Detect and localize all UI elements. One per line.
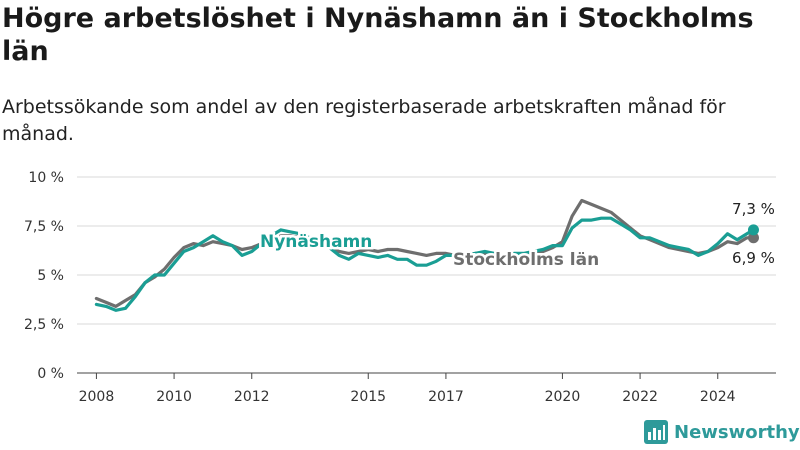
- line-chart: 0 % 2,5 % 5 % 7,5 % 10 % 2008 2010 2012 2015 2017…: [24, 170, 776, 405]
- y-tick-label-2: 5 %: [37, 268, 64, 284]
- x-tick-label-4: 2017: [428, 389, 464, 405]
- y-tick-label-1: 2,5 %: [24, 317, 64, 333]
- y-tick-label-3: 7,5 %: [24, 219, 64, 235]
- series-name-label-0: Nynäshamn: [260, 232, 372, 252]
- x-tick-label-7: 2024: [700, 389, 736, 405]
- series-end-point-0: [747, 224, 759, 236]
- series-end-point-1: [747, 232, 759, 244]
- chart-title: Högre arbetslöshet i Nynäshamn än i Stoc…: [2, 3, 754, 67]
- x-tick-label-1: 2010: [156, 389, 192, 405]
- end-value-label-1: 6,9 %: [732, 249, 775, 267]
- series-line-0: [94, 216, 756, 312]
- brand-logo: Newsworthy: [644, 420, 800, 444]
- x-tick-label-3: 2015: [350, 389, 386, 405]
- x-tick-label-0: 2008: [79, 389, 115, 405]
- y-tick-label-4: 10 %: [28, 170, 64, 186]
- y-tick-label-0: 0 %: [37, 366, 64, 382]
- newsworthy-logo-icon: [644, 420, 668, 444]
- chart-subtitle: Arbetssökande som andel av den registerb…: [2, 96, 726, 145]
- series-line-1: [94, 198, 756, 308]
- x-tick-label-5: 2020: [545, 389, 581, 405]
- x-tick-label-2: 2012: [234, 389, 270, 405]
- x-tick-label-6: 2022: [622, 389, 658, 405]
- end-value-label-0: 7,3 %: [732, 200, 775, 218]
- series-name-label-1: Stockholms län: [453, 250, 599, 270]
- brand-name: Newsworthy: [674, 421, 800, 443]
